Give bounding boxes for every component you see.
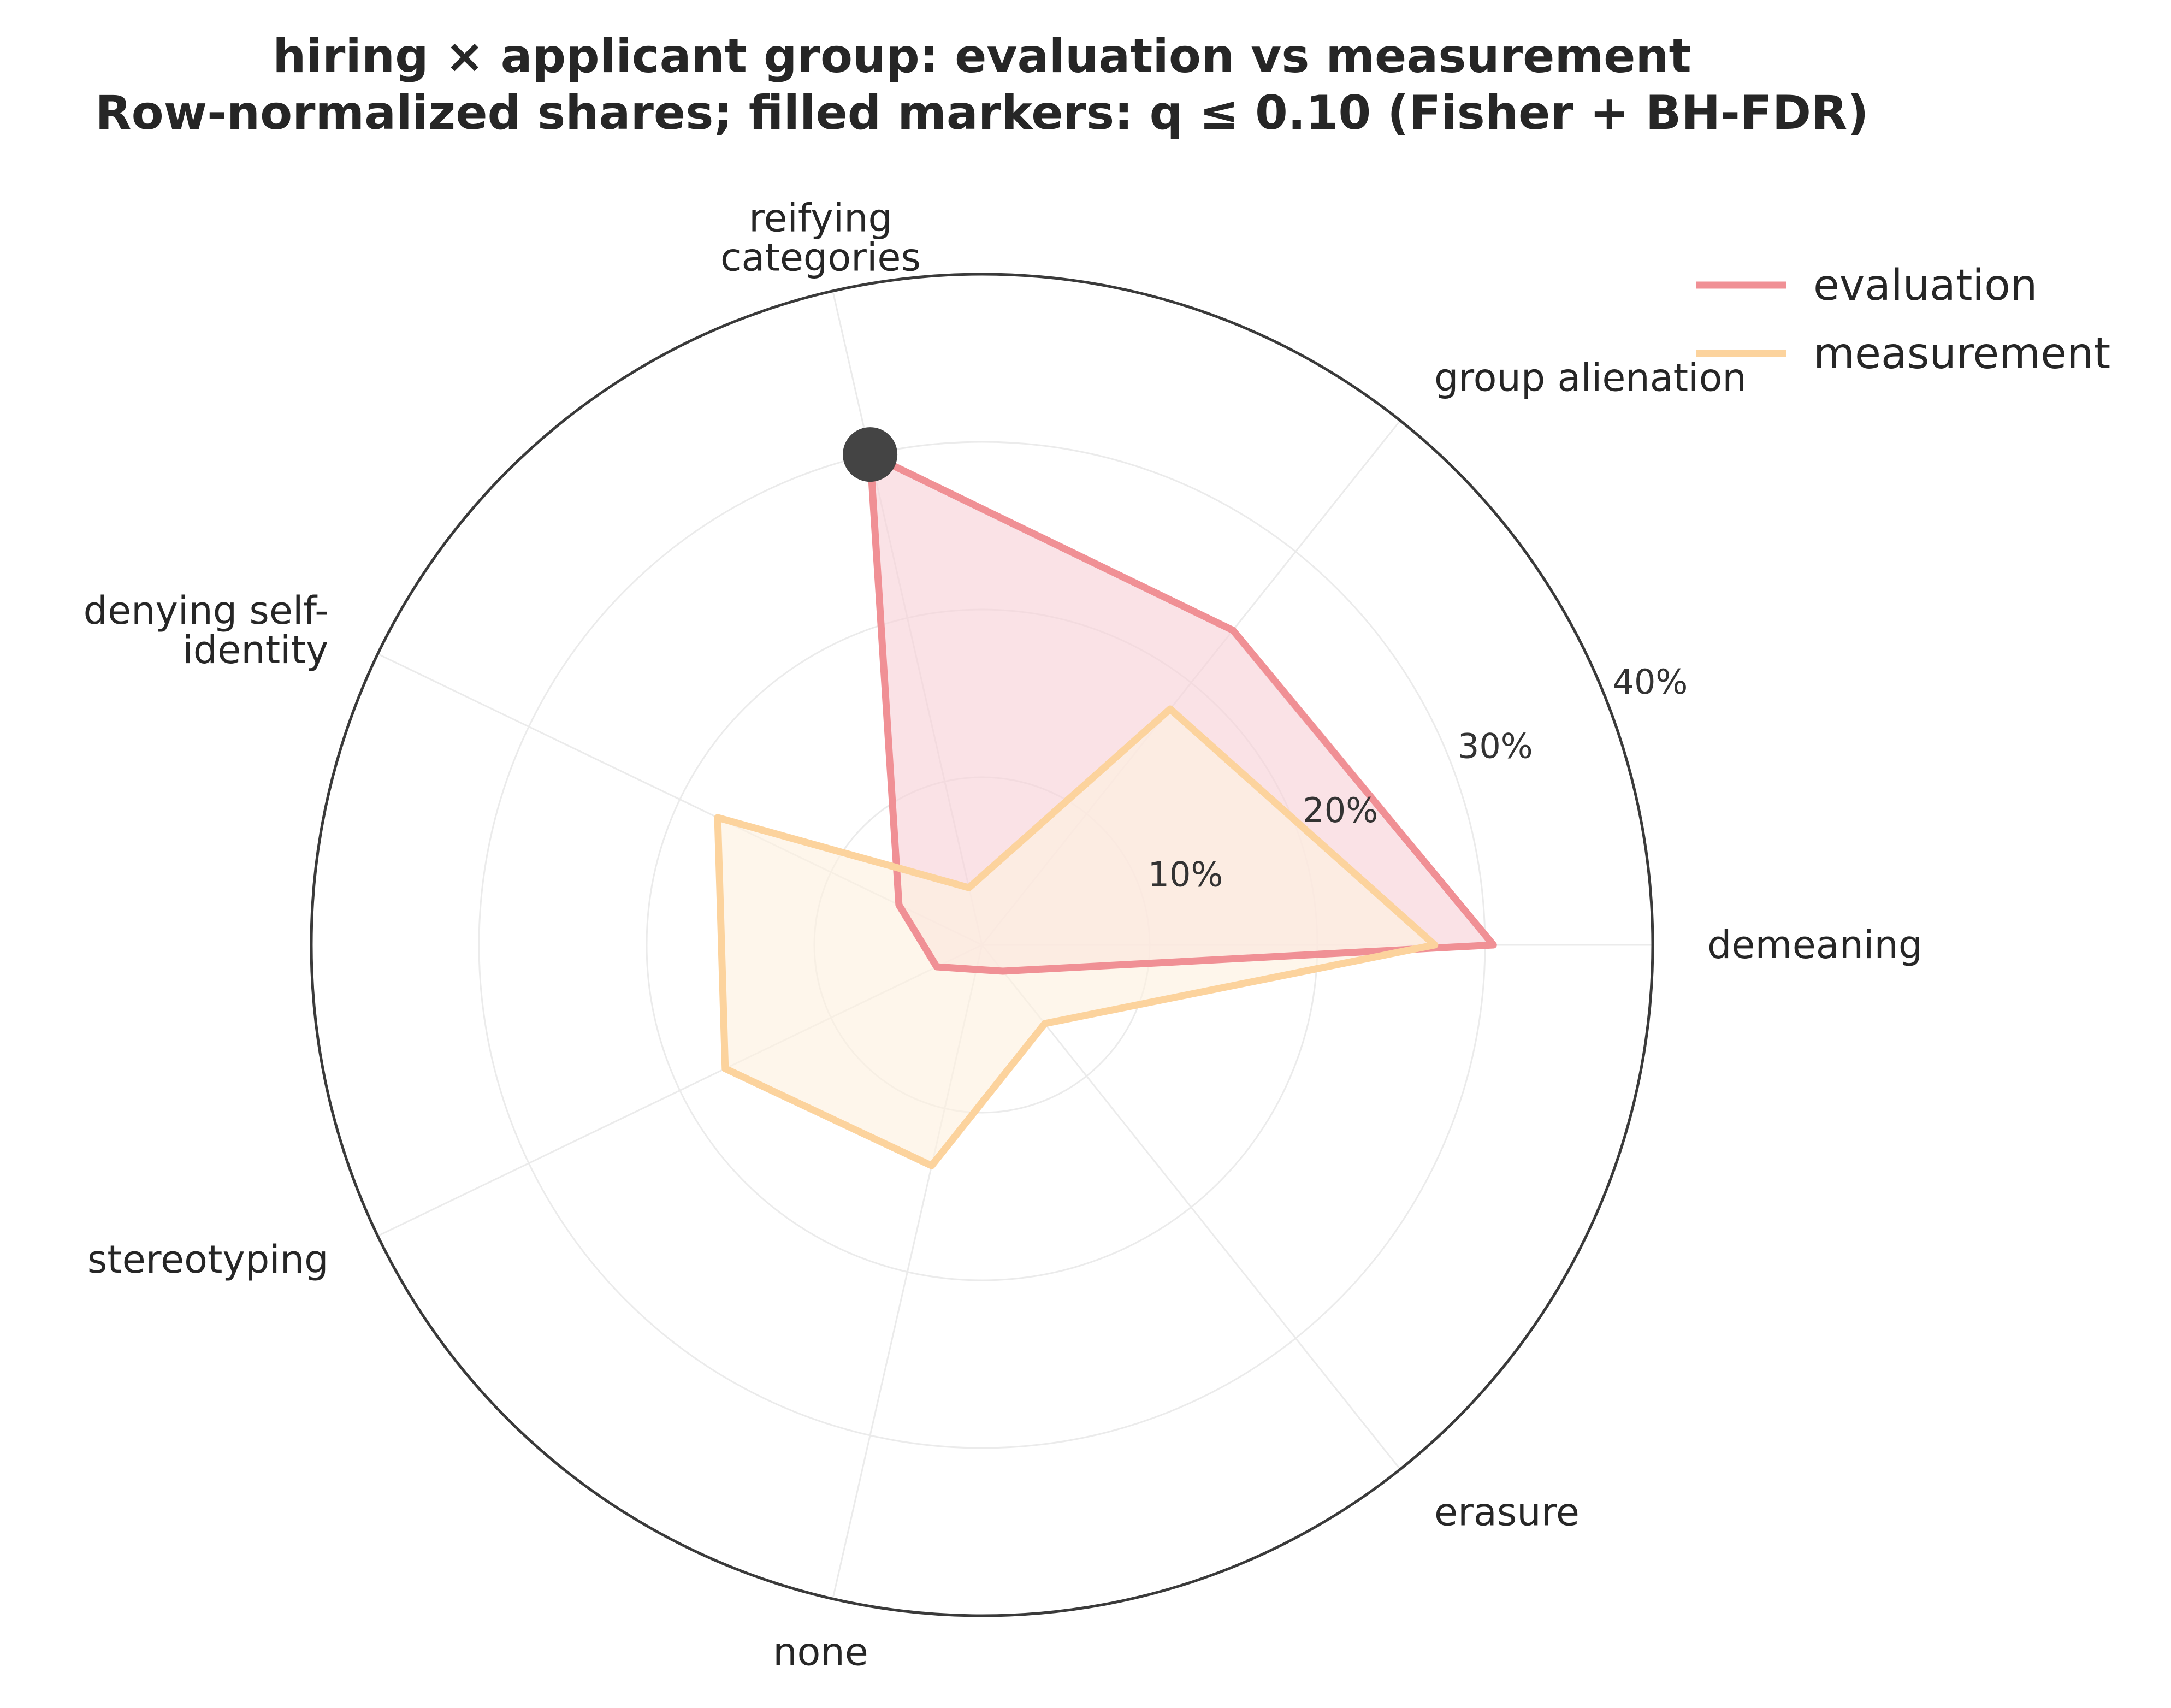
category-label-line: categories [720, 235, 921, 280]
category-label-denying-self-identity: denying self-identity [84, 588, 329, 672]
category-labels: demeaning group alienation reifyingcategor… [84, 196, 1923, 1674]
series-line-evaluation [866, 451, 1497, 975]
category-label-stereotyping: stereotyping [87, 1237, 329, 1282]
significance-marker-evaluation-reifying-categories [843, 427, 898, 482]
category-label-line: reifying [749, 196, 892, 240]
category-label-group-alienation: group alienation [1434, 356, 1747, 400]
radial-tick-label-10: 10% [1148, 855, 1223, 895]
chart-title-line-2: Row-normalized shares; filled markers: q… [95, 86, 1868, 140]
category-label-none: none [773, 1630, 868, 1675]
polar-frame [310, 273, 1654, 1617]
chart-title: hiring × applicant group: evaluation vs … [95, 29, 1868, 140]
radial-tick-label-20: 20% [1303, 790, 1378, 830]
radial-tick-labels: 10% 20% 30% 40% [1148, 662, 1688, 894]
category-label-line: none [773, 1630, 868, 1675]
category-label-line: denying self- [84, 588, 329, 633]
category-label-line: identity [182, 628, 328, 672]
category-label-line: stereotyping [87, 1237, 329, 1282]
series-line-measurement [714, 705, 1439, 1169]
legend-item-measurement: measurement [1696, 329, 2110, 379]
radial-tick-label-30: 30% [1458, 726, 1533, 766]
legend-label-evaluation: evaluation [1813, 261, 2037, 310]
legend: evaluation measurement [1696, 261, 2110, 379]
category-label-line: group alienation [1434, 356, 1747, 400]
radial-tick-label-40: 40% [1613, 662, 1688, 702]
category-label-line: demeaning [1707, 923, 1922, 967]
series-fill-measurement [718, 709, 1435, 1166]
significance-markers [843, 427, 898, 482]
chart-title-line-1: hiring × applicant group: evaluation vs … [273, 29, 1691, 84]
series-layer [714, 451, 1497, 1169]
category-label-line: erasure [1434, 1490, 1580, 1534]
legend-item-evaluation: evaluation [1696, 261, 2037, 310]
category-label-erasure: erasure [1434, 1490, 1580, 1534]
polar-frame-circle [310, 273, 1654, 1617]
grid-spoke-erasure [981, 944, 1401, 1470]
category-label-demeaning: demeaning [1707, 923, 1922, 967]
legend-label-measurement: measurement [1813, 329, 2110, 379]
